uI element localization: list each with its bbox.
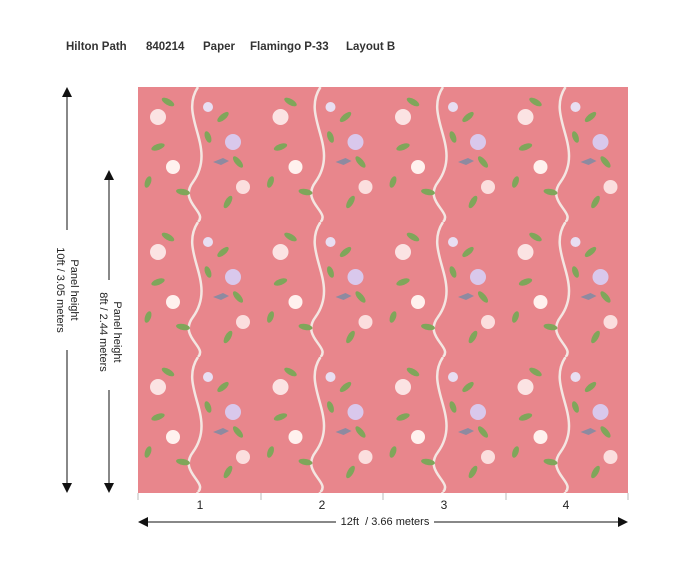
width-arrow bbox=[138, 517, 628, 527]
panel-number: 2 bbox=[319, 498, 326, 512]
height-label: 8ft / 2.44 meters bbox=[97, 292, 109, 372]
header-item: Paper bbox=[203, 41, 235, 53]
header-item: 840214 bbox=[146, 41, 185, 53]
header-item: Flamingo P-33 bbox=[250, 41, 329, 53]
panel-number: 4 bbox=[563, 498, 570, 512]
wallpaper-preview bbox=[138, 87, 628, 493]
panel-number: 3 bbox=[441, 498, 448, 512]
header-item: Hilton Path bbox=[66, 41, 127, 53]
height-title: Panel height bbox=[68, 259, 80, 320]
width-label: 12ft / 3.66 meters bbox=[341, 516, 430, 528]
panel-dividers bbox=[137, 493, 629, 500]
header: Hilton Path 840214 Paper Flamingo P-33 L… bbox=[66, 41, 395, 53]
panel-number: 1 bbox=[197, 498, 204, 512]
header-item: Layout B bbox=[346, 41, 395, 53]
height-label: 10ft / 3.05 meters bbox=[54, 247, 66, 333]
height-title: Panel height bbox=[111, 301, 123, 362]
